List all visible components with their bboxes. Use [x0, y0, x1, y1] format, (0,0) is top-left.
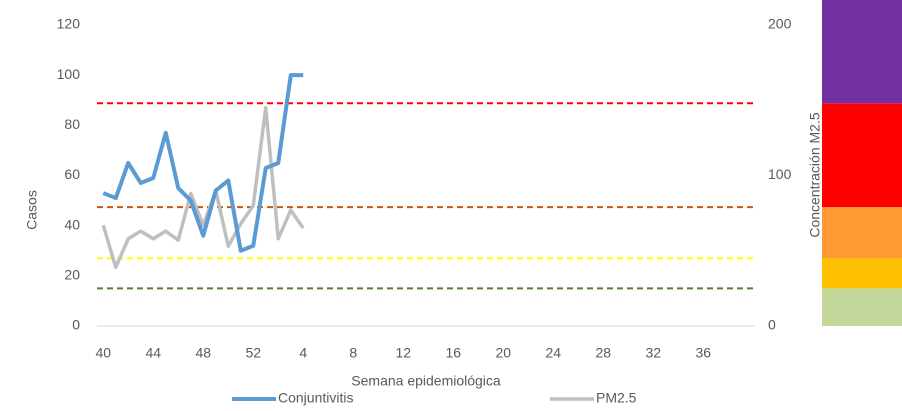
color-band [822, 288, 902, 326]
series-line [102, 73, 304, 253]
x-tick-label: 52 [245, 345, 261, 361]
x-tick-label: 48 [195, 345, 211, 361]
series-line [101, 106, 305, 270]
y-tick-label: 40 [64, 216, 80, 232]
x-tick-label: 44 [145, 345, 161, 361]
x-tick-label: 12 [395, 345, 411, 361]
y2-tick-label: 200 [768, 16, 792, 32]
x-tick-label: 40 [95, 345, 111, 361]
y2-tick-label: 0 [768, 317, 776, 333]
y2-axis-label: Concentración M2.5 [807, 112, 823, 238]
x-tick-label: 24 [545, 345, 561, 361]
y-tick-label: 60 [64, 166, 80, 182]
color-band [822, 258, 902, 289]
legend-label: PM2.5 [596, 390, 637, 406]
y-tick-label: 0 [72, 317, 80, 333]
x-tick-label: 8 [349, 345, 357, 361]
x-tick-label: 28 [595, 345, 611, 361]
x-axis-label: Semana epidemiológica [351, 373, 501, 389]
x-tick-label: 36 [695, 345, 711, 361]
y-tick-label: 20 [64, 267, 80, 283]
color-band [822, 207, 902, 259]
x-tick-label: 32 [645, 345, 661, 361]
y-tick-label: 80 [64, 116, 80, 132]
y-tick-label: 100 [57, 66, 81, 82]
y-tick-label: 120 [57, 16, 81, 32]
color-band [822, 0, 902, 104]
y-axis-label: Casos [24, 190, 40, 230]
x-tick-label: 20 [495, 345, 511, 361]
y2-tick-label: 100 [768, 166, 792, 182]
color-band [822, 103, 902, 208]
x-tick-label: 4 [299, 345, 307, 361]
legend-label: Conjuntivitis [278, 390, 353, 406]
x-tick-label: 16 [445, 345, 461, 361]
